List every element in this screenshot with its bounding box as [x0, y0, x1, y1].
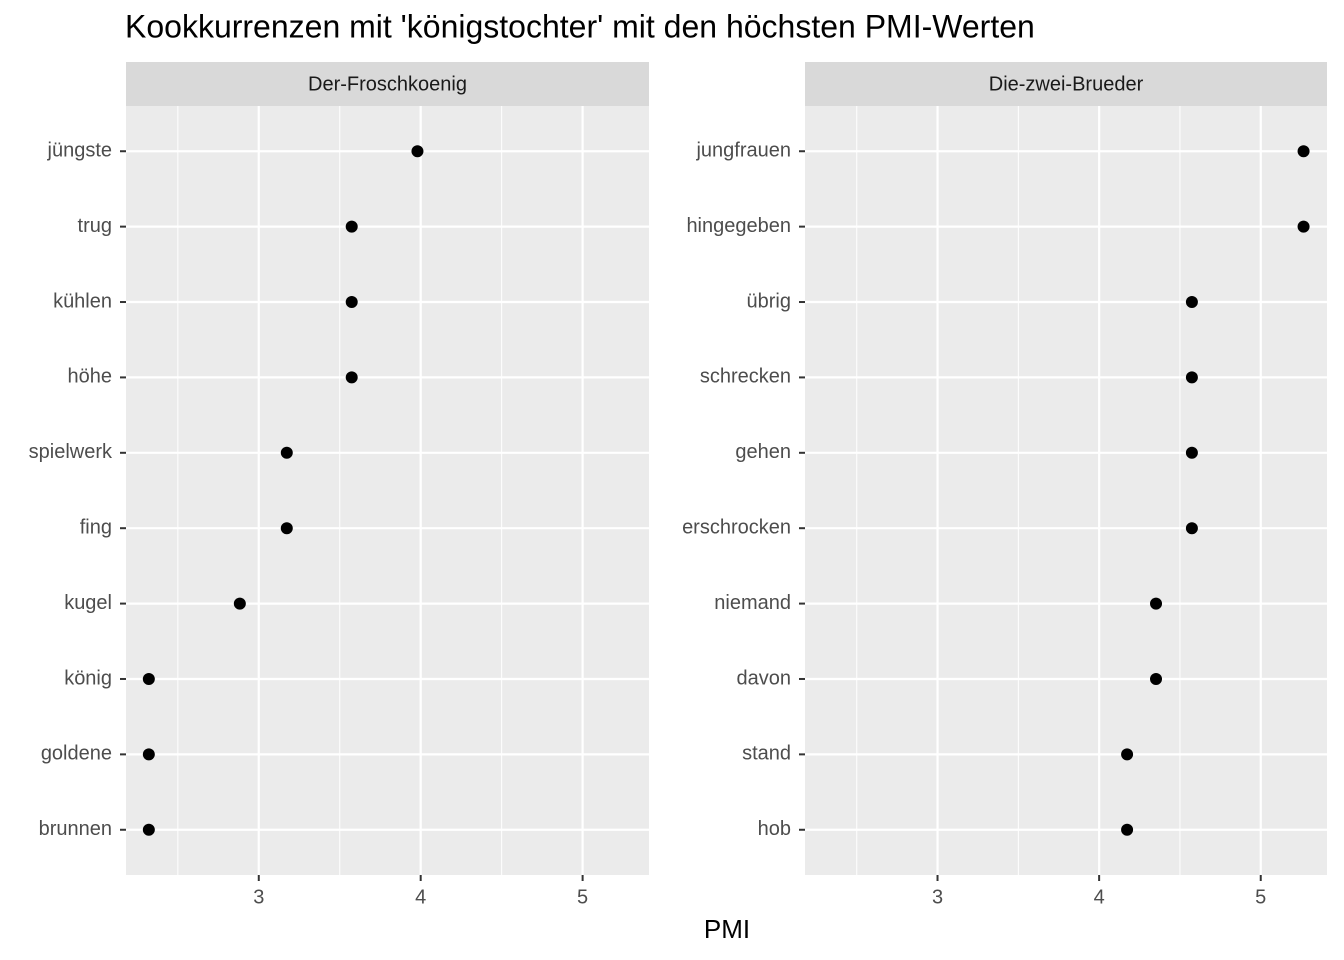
dot — [280, 446, 293, 459]
x-tick-label: 3 — [253, 886, 264, 908]
y-tick-label: stand — [742, 743, 791, 765]
dot — [142, 672, 155, 685]
dot — [233, 597, 246, 610]
panel — [805, 106, 1327, 875]
y-tick-label: hingegeben — [686, 215, 791, 237]
dot — [345, 371, 358, 384]
y-tick-label: kugel — [64, 592, 112, 614]
dot — [411, 145, 424, 158]
dot — [1185, 522, 1198, 535]
dot — [1150, 597, 1163, 610]
strip — [126, 62, 649, 106]
dot — [1185, 371, 1198, 384]
panel — [126, 106, 649, 875]
dot — [1185, 446, 1198, 459]
y-tick-label: davon — [737, 667, 792, 689]
x-tick-label: 4 — [415, 886, 426, 908]
dot — [1121, 823, 1134, 836]
y-tick-label: höhe — [68, 366, 113, 388]
facet-label: Der-Froschkoenig — [308, 73, 467, 95]
dot — [1297, 220, 1310, 233]
y-tick-label: hob — [758, 818, 791, 840]
y-tick-label: übrig — [747, 290, 791, 312]
y-tick-label: jüngste — [47, 140, 113, 162]
y-tick-label: könig — [64, 667, 112, 689]
y-tick-label: goldene — [41, 743, 112, 765]
y-tick-label: kühlen — [53, 290, 112, 312]
y-tick-label: brunnen — [39, 818, 112, 840]
x-tick-label: 4 — [1094, 886, 1105, 908]
y-tick-label: niemand — [714, 592, 791, 614]
x-tick-label: 5 — [1255, 886, 1266, 908]
dot — [1150, 672, 1163, 685]
dot — [345, 296, 358, 309]
dot — [1121, 748, 1134, 761]
dot — [1297, 145, 1310, 158]
x-tick-label: 5 — [577, 886, 588, 908]
y-tick-label: fing — [80, 516, 112, 538]
x-tick-label: 3 — [932, 886, 943, 908]
strip — [805, 62, 1327, 106]
dot — [1185, 296, 1198, 309]
y-tick-label: spielwerk — [29, 441, 113, 463]
y-tick-label: jungfrauen — [695, 140, 791, 162]
dot — [280, 522, 293, 535]
dot — [345, 220, 358, 233]
x-axis-title: PMI — [704, 914, 750, 944]
chart-title: Kookkurrenzen mit 'königstochter' mit de… — [125, 8, 1035, 44]
y-tick-label: trug — [78, 215, 112, 237]
facet-label: Die-zwei-Brueder — [989, 73, 1144, 95]
y-tick-label: schrecken — [700, 366, 791, 388]
y-tick-label: gehen — [735, 441, 791, 463]
dot — [142, 748, 155, 761]
dot — [142, 823, 155, 836]
y-tick-label: erschrocken — [682, 516, 791, 538]
